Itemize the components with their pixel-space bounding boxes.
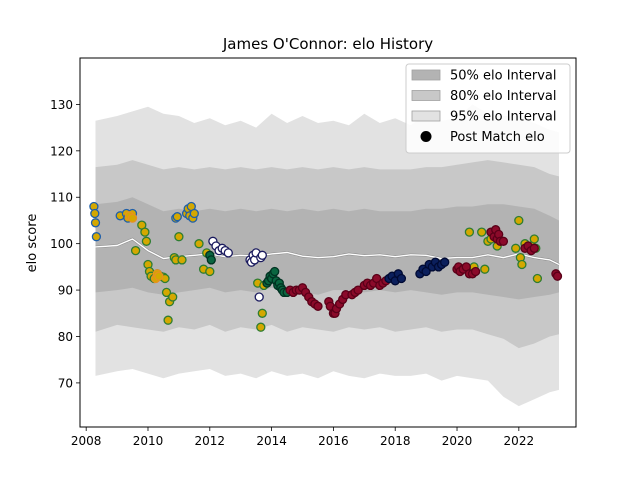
data-point bbox=[396, 273, 407, 284]
data-point bbox=[257, 308, 267, 318]
data-point bbox=[254, 292, 264, 302]
x-tick-label: 2022 bbox=[504, 434, 535, 448]
data-point bbox=[161, 287, 172, 298]
y-tick-label: 100 bbox=[50, 237, 73, 251]
data-point bbox=[256, 322, 266, 332]
legend-label: 95% elo Interval bbox=[450, 110, 557, 125]
data-point bbox=[464, 227, 475, 237]
x-tick-label: 2010 bbox=[133, 434, 164, 448]
data-point bbox=[90, 218, 101, 228]
data-point bbox=[529, 243, 539, 253]
data-point bbox=[480, 264, 490, 274]
y-tick-label: 90 bbox=[58, 284, 73, 298]
data-point bbox=[514, 215, 524, 226]
data-point bbox=[91, 232, 102, 242]
series-navy bbox=[384, 257, 450, 286]
legend-label: 50% elo Interval bbox=[450, 69, 557, 84]
y-tick-label: 70 bbox=[58, 376, 73, 390]
plot-area bbox=[89, 104, 563, 407]
y-tick-label: 130 bbox=[50, 98, 73, 112]
data-point bbox=[172, 212, 182, 222]
data-point bbox=[529, 234, 539, 244]
legend-box bbox=[405, 63, 571, 154]
legend-swatch bbox=[411, 69, 441, 81]
data-point bbox=[168, 292, 178, 302]
data-point bbox=[532, 273, 543, 284]
x-tick-label: 2012 bbox=[195, 434, 226, 448]
legend-swatch bbox=[411, 110, 441, 122]
y-axis: 70 80 90 100 110 120 130 bbox=[50, 98, 80, 390]
data-point bbox=[174, 232, 184, 242]
band-50 bbox=[95, 197, 559, 300]
data-point bbox=[511, 243, 521, 253]
legend-label: Post Match elo bbox=[450, 130, 545, 145]
legend-swatch bbox=[411, 90, 441, 101]
data-point bbox=[189, 208, 199, 219]
data-point bbox=[517, 259, 527, 270]
data-point bbox=[257, 250, 267, 260]
data-point bbox=[141, 236, 152, 246]
data-point bbox=[223, 248, 233, 258]
chart-title: James O'Connor: elo History bbox=[222, 35, 433, 53]
x-tick-label: 2018 bbox=[380, 434, 411, 448]
data-point bbox=[163, 315, 173, 325]
data-point bbox=[270, 266, 280, 277]
data-point bbox=[154, 271, 164, 281]
data-point bbox=[353, 285, 363, 295]
y-axis-label: elo score bbox=[25, 214, 40, 273]
x-tick-label: 2014 bbox=[256, 434, 287, 448]
legend: 50% elo Interval 80% elo Interval 95% elo … bbox=[405, 63, 571, 154]
data-point bbox=[552, 271, 563, 281]
x-tick-label: 2008 bbox=[71, 434, 102, 448]
data-point bbox=[313, 301, 323, 311]
x-tick-label: 2016 bbox=[318, 434, 349, 448]
data-point bbox=[477, 227, 487, 237]
data-point bbox=[498, 236, 509, 246]
y-tick-label: 120 bbox=[50, 144, 73, 158]
data-point bbox=[177, 255, 187, 265]
x-axis: 2008 2010 2012 2014 2016 2018 2020 2022 bbox=[71, 427, 534, 448]
data-point bbox=[205, 266, 215, 277]
data-point bbox=[90, 208, 100, 219]
x-tick-label: 2020 bbox=[442, 434, 473, 448]
data-point bbox=[470, 266, 481, 277]
y-tick-label: 110 bbox=[50, 191, 73, 205]
plot-frame bbox=[79, 57, 577, 428]
data-point bbox=[440, 257, 450, 267]
legend-label: 80% elo Interval bbox=[450, 89, 557, 104]
series-white_navy bbox=[208, 236, 267, 302]
data-point bbox=[140, 227, 150, 237]
series-maroon bbox=[285, 225, 563, 318]
data-point bbox=[130, 245, 141, 256]
data-point bbox=[194, 239, 204, 249]
series-gold_orange bbox=[124, 211, 164, 284]
data-point bbox=[127, 213, 138, 223]
data-point bbox=[206, 255, 216, 265]
y-tick-label: 80 bbox=[58, 330, 73, 344]
legend-marker bbox=[420, 131, 432, 142]
